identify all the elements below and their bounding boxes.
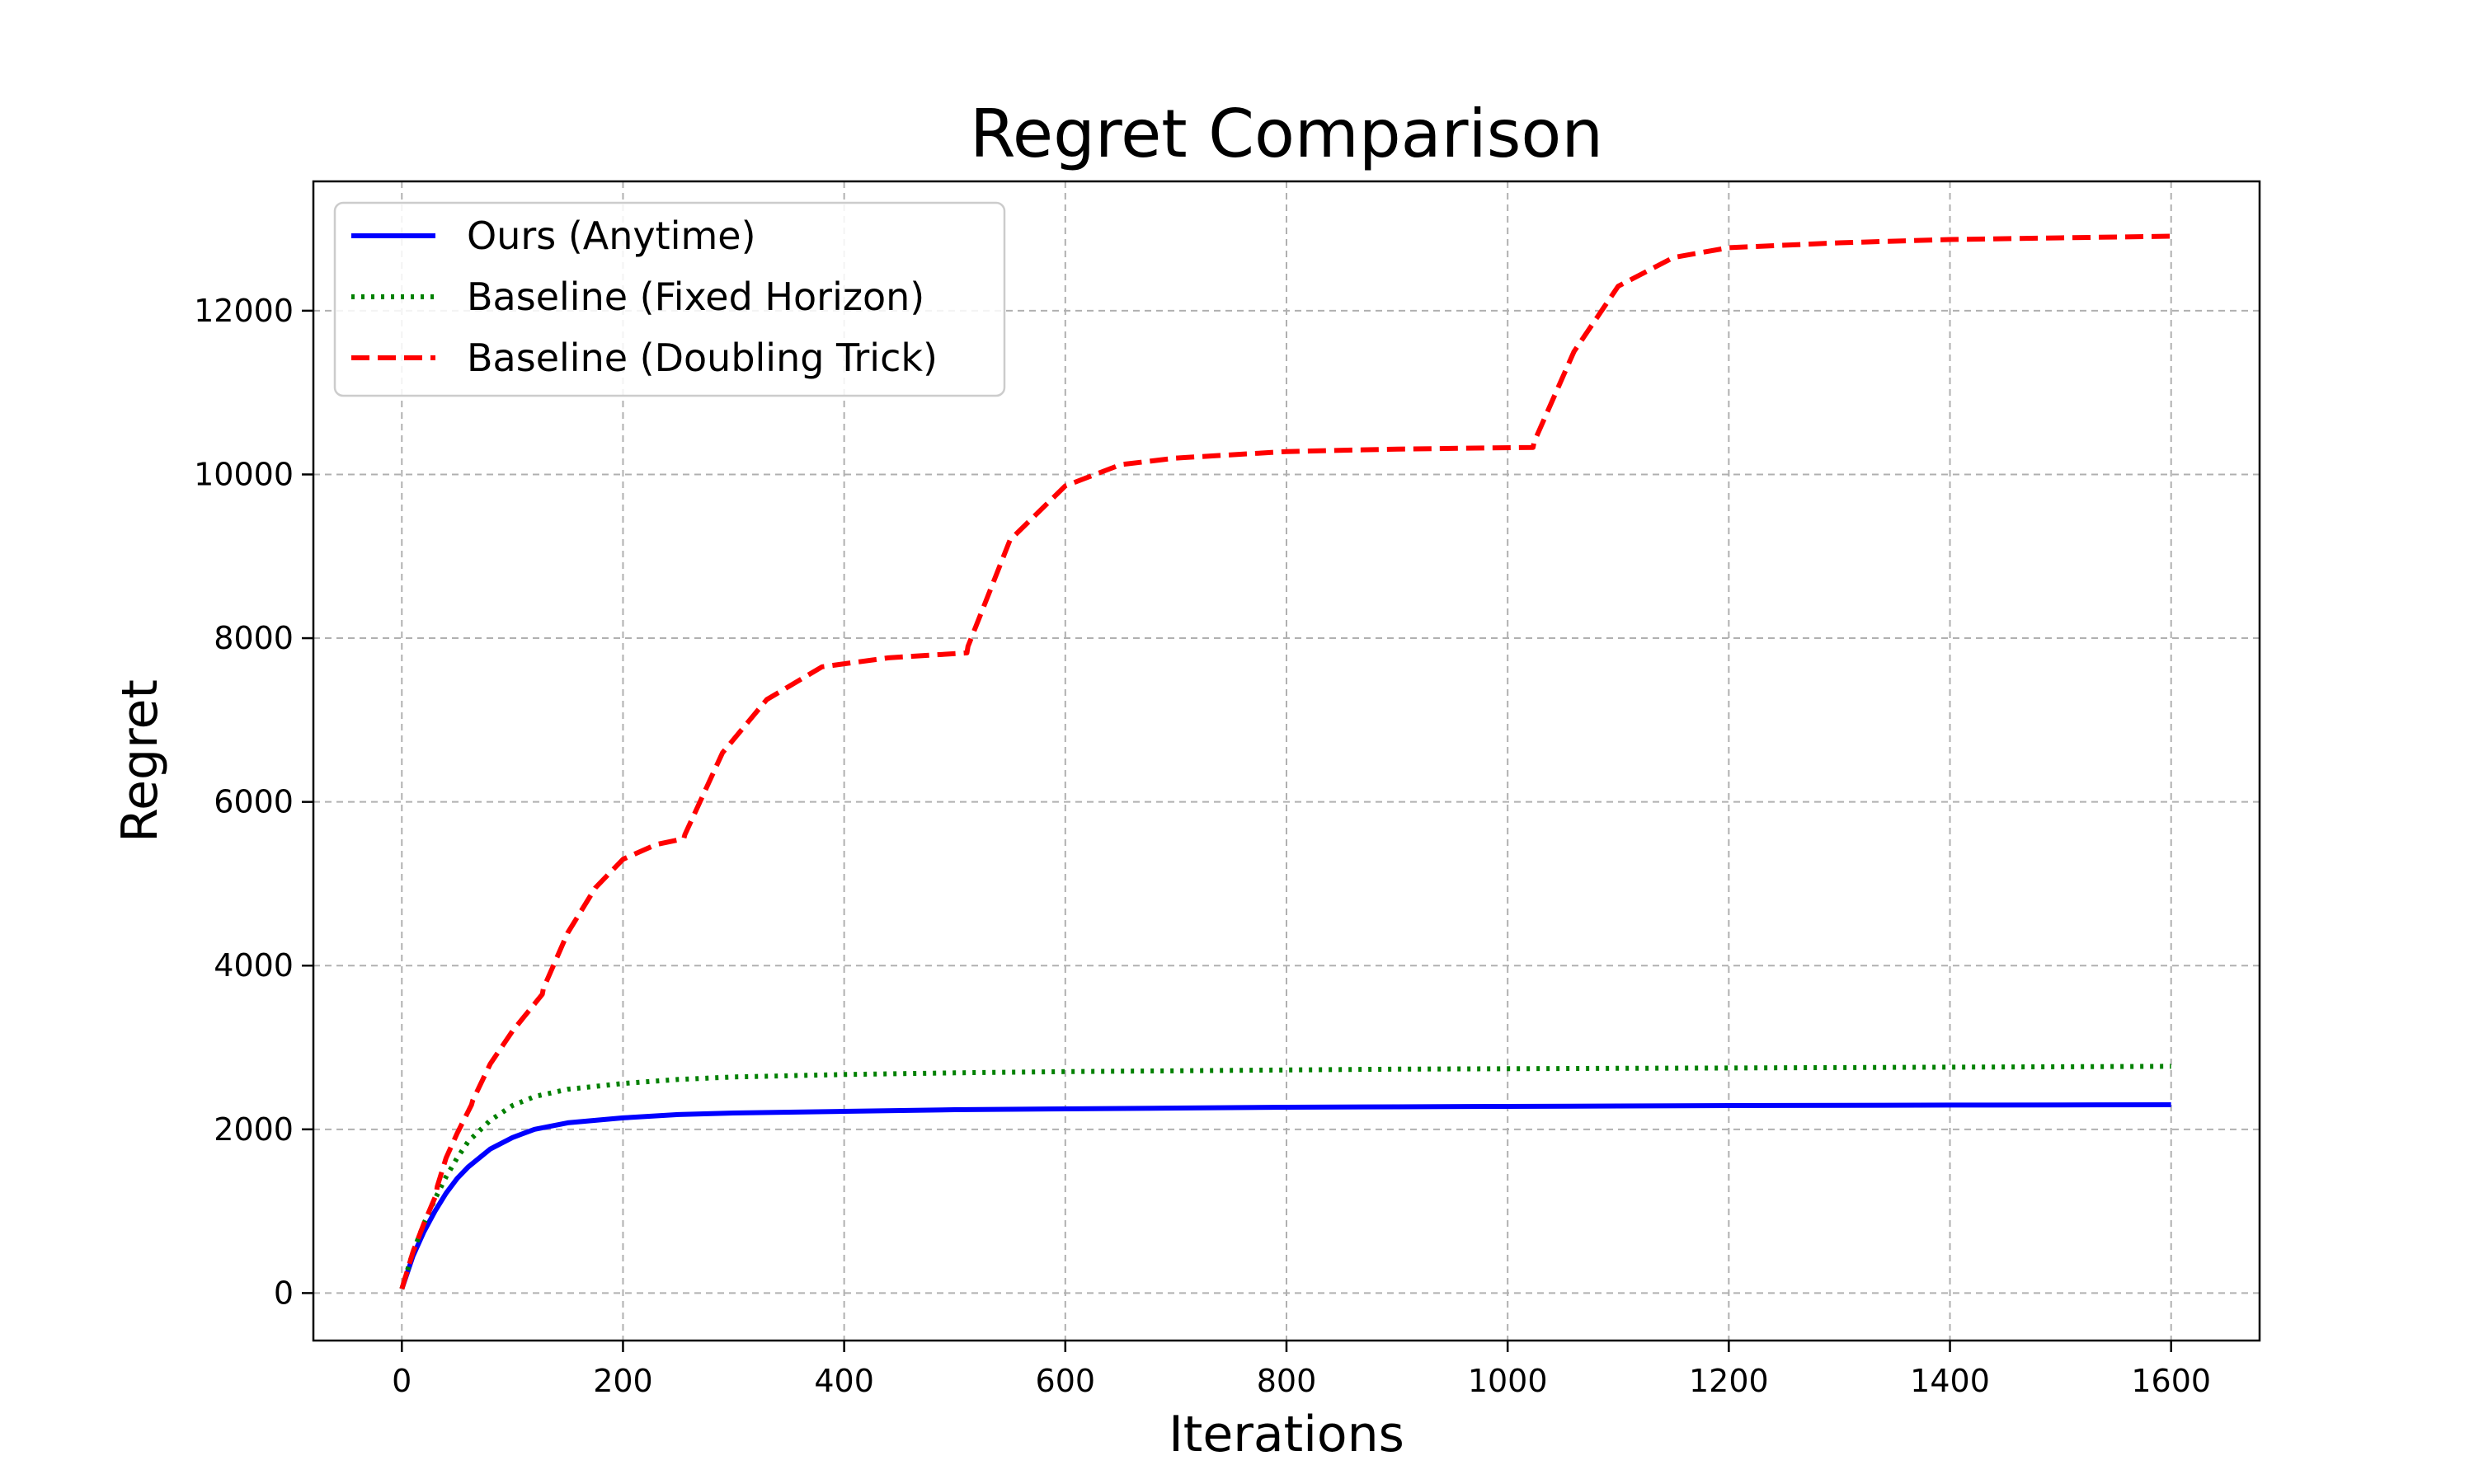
x-tick-label: 200: [593, 1363, 653, 1399]
axis-ticks: 0 200 400 600 800 1000 1200 1400 1600 0 2000 4000 60…: [194, 293, 2211, 1399]
x-tick-label: 1600: [2131, 1363, 2211, 1399]
y-tick-label: 0: [274, 1275, 294, 1311]
y-tick-label: 2000: [214, 1111, 294, 1148]
x-tick-label: 800: [1257, 1363, 1317, 1399]
y-tick-label: 8000: [214, 620, 294, 656]
series-layer: [399, 233, 2171, 1290]
y-tick-label: 4000: [214, 947, 294, 984]
legend: Ours (Anytime) Baseline (Fixed Horizon) …: [333, 201, 1006, 397]
x-tick-label: 1400: [1910, 1363, 1990, 1399]
legend-label-doubling-trick: Baseline (Doubling Trick): [467, 336, 938, 380]
x-tick-label: 400: [814, 1363, 874, 1399]
chart-title: Regret Comparison: [970, 96, 1603, 172]
y-tick-label: 12000: [194, 293, 294, 329]
x-tick-label: 1000: [1468, 1363, 1548, 1399]
legend-box: [333, 201, 1006, 397]
x-tick-label: 600: [1036, 1363, 1096, 1399]
y-tick-label: 6000: [214, 784, 294, 820]
grid-lines: [313, 181, 2260, 1341]
series-line-ours-anytime: [399, 1102, 2171, 1290]
y-tick-label: 10000: [194, 456, 294, 492]
legend-label-ours: Ours (Anytime): [467, 214, 756, 258]
x-tick-label: 0: [392, 1363, 412, 1399]
x-axis-title: Iterations: [1169, 1406, 1404, 1463]
y-axis-title: Regret: [111, 679, 169, 843]
x-tick-label: 1200: [1689, 1363, 1769, 1399]
legend-label-fixed-horizon: Baseline (Fixed Horizon): [467, 275, 924, 319]
series-line-baseline-doubling-trick: [399, 233, 2171, 1290]
